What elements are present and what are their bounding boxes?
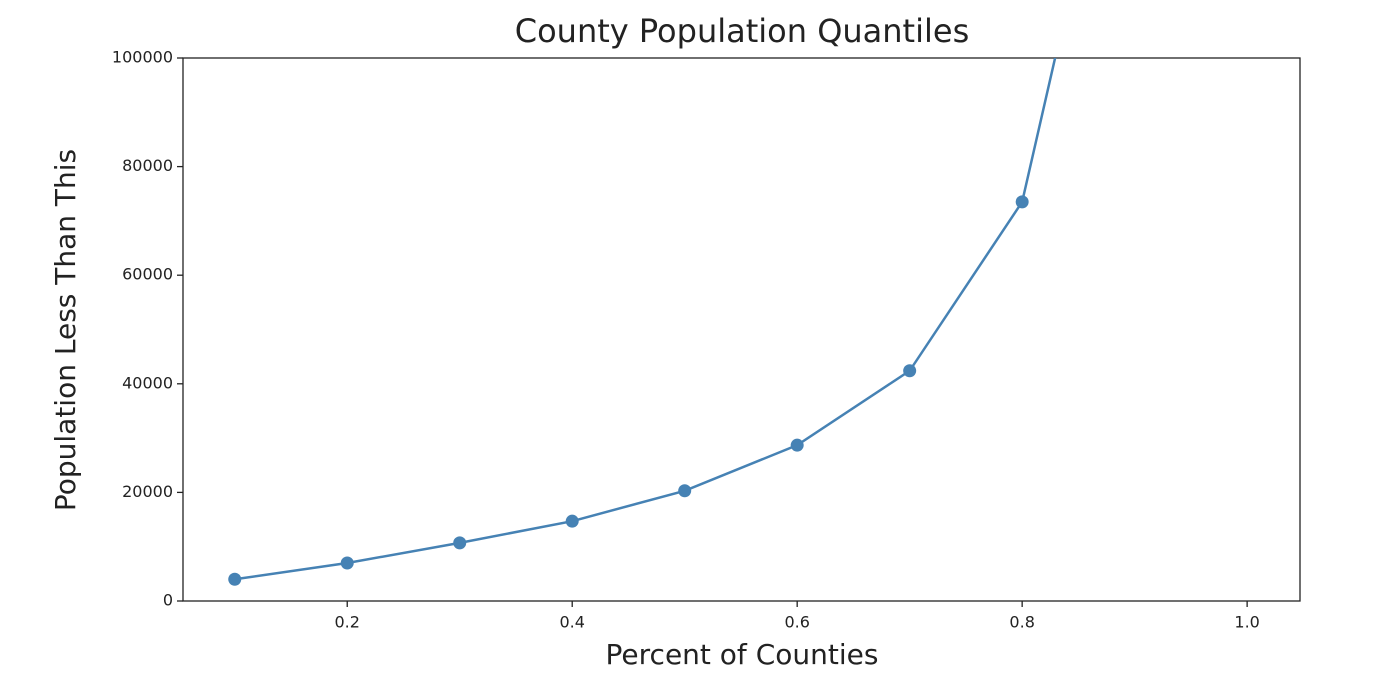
x-tick-label: 1.0 bbox=[1234, 613, 1259, 632]
x-tick-label: 0.2 bbox=[335, 613, 360, 632]
plot-area bbox=[228, 58, 1057, 586]
plot-frame bbox=[182, 57, 1301, 602]
y-tick-label: 20000 bbox=[122, 482, 173, 501]
marker bbox=[903, 364, 917, 378]
chart-title: County Population Quantiles bbox=[515, 12, 969, 50]
marker bbox=[1015, 195, 1029, 209]
x-axis-label: Percent of Counties bbox=[606, 638, 879, 671]
marker bbox=[678, 484, 692, 498]
y-tick-label: 80000 bbox=[122, 156, 173, 175]
marker bbox=[790, 438, 804, 452]
x-tick-label: 0.4 bbox=[559, 613, 584, 632]
y-tick-label: 100000 bbox=[112, 48, 173, 67]
marker bbox=[340, 556, 354, 570]
x-tick-label: 0.6 bbox=[784, 613, 809, 632]
marker bbox=[228, 572, 242, 586]
marker bbox=[565, 514, 579, 528]
y-axis-label: Population Less Than This bbox=[49, 149, 82, 511]
y-tick-label: 0 bbox=[163, 591, 173, 610]
marker bbox=[453, 536, 467, 550]
y-tick-label: 40000 bbox=[122, 373, 173, 392]
x-tick-label: 0.8 bbox=[1009, 613, 1034, 632]
y-tick-label: 60000 bbox=[122, 265, 173, 284]
